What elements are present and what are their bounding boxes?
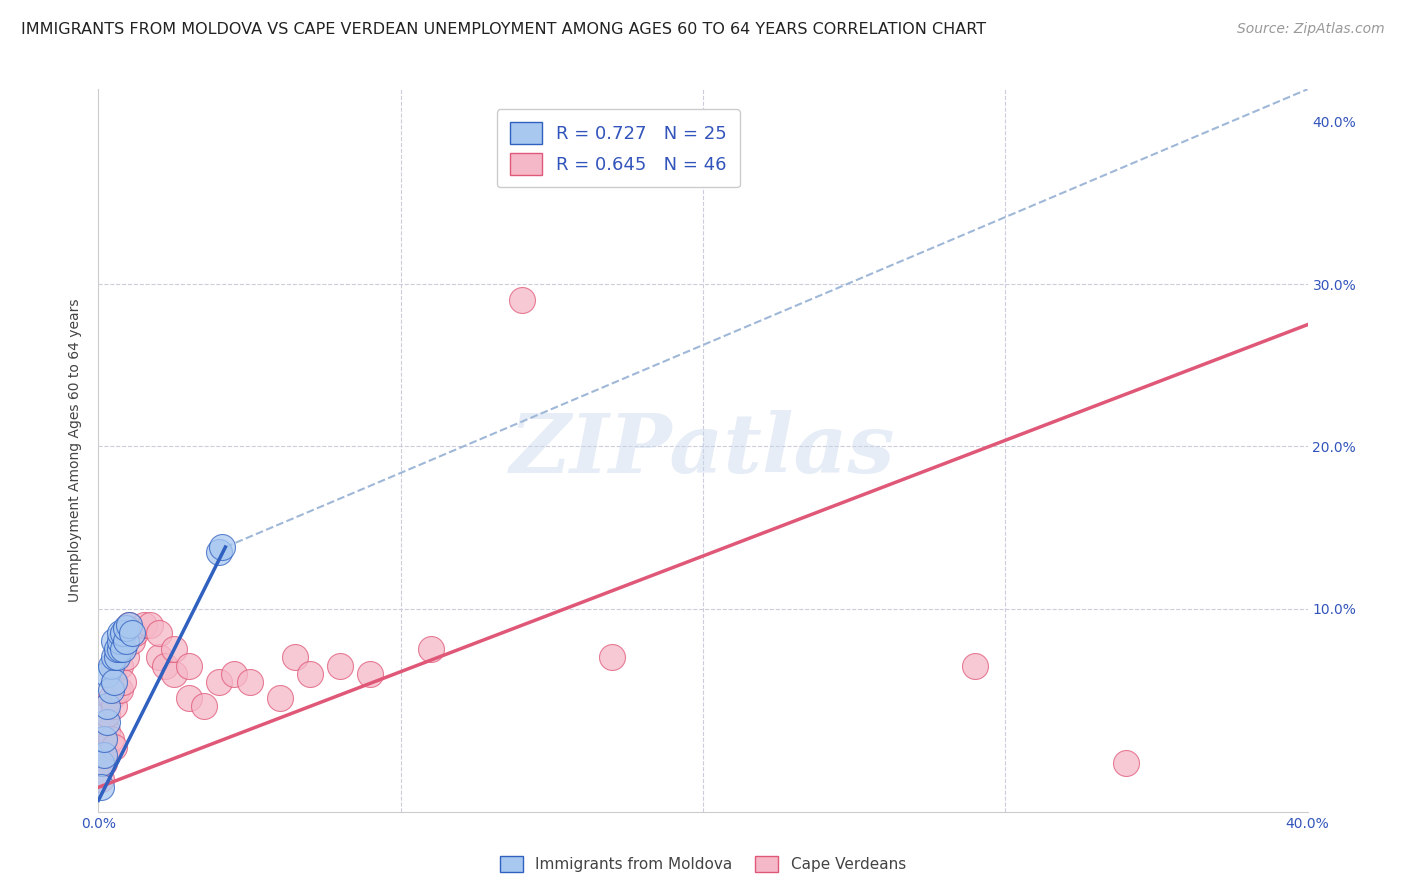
Point [148,626,170,640]
Point [100,658,122,673]
Point [108,642,131,657]
Point [103,650,125,665]
Point [179,691,201,706]
Point [239,674,262,689]
Point [96,699,118,714]
Point [211,540,233,554]
Point [103,634,125,648]
Point [193,699,215,714]
Point [153,658,176,673]
Point [111,642,134,657]
Point [114,650,136,665]
Point [90,756,112,770]
Point [602,650,624,665]
Point [108,626,131,640]
Point [93,739,115,754]
Point [114,634,136,648]
Text: ZIPatlas: ZIPatlas [510,410,896,491]
Point [96,666,118,681]
Point [108,658,131,673]
Point [124,626,146,640]
Point [224,666,246,681]
Point [121,626,143,640]
Point [105,642,128,657]
Point [96,723,118,738]
Point [111,642,134,657]
Point [1115,756,1137,770]
Point [105,650,128,665]
Point [965,658,987,673]
Point [299,666,322,681]
Point [103,739,125,754]
Point [93,731,115,746]
Text: Source: ZipAtlas.com: Source: ZipAtlas.com [1237,22,1385,37]
Text: IMMIGRANTS FROM MOLDOVA VS CAPE VERDEAN UNEMPLOYMENT AMONG AGES 60 TO 64 YEARS C: IMMIGRANTS FROM MOLDOVA VS CAPE VERDEAN … [21,22,986,37]
Point [132,618,155,632]
Point [269,691,291,706]
Point [96,707,118,722]
Legend: Immigrants from Moldova, Cape Verdeans: Immigrants from Moldova, Cape Verdeans [492,848,914,880]
Point [118,618,141,632]
Point [121,634,143,648]
Point [111,674,134,689]
Point [114,626,136,640]
Point [329,658,352,673]
Point [179,658,201,673]
Point [510,293,533,308]
Point [105,682,128,697]
Point [420,642,443,657]
Point [90,772,112,787]
Point [114,621,136,635]
Point [163,642,186,657]
Point [103,674,125,689]
Point [284,650,307,665]
Point [108,682,131,697]
Point [103,674,125,689]
Point [100,691,122,706]
Y-axis label: Unemployment Among Ages 60 to 64 years: Unemployment Among Ages 60 to 64 years [69,299,83,602]
Point [100,682,122,697]
Point [148,650,170,665]
Point [111,626,134,640]
Point [93,747,115,762]
Point [96,747,118,762]
Point [90,780,112,795]
Point [139,618,162,632]
Point [163,666,186,681]
Point [103,658,125,673]
Point [118,618,141,632]
Point [208,545,231,559]
Point [360,666,382,681]
Point [100,731,122,746]
Point [103,699,125,714]
Point [93,756,115,770]
Point [108,634,131,648]
Legend: R = 0.727   N = 25, R = 0.645   N = 46: R = 0.727 N = 25, R = 0.645 N = 46 [496,109,740,187]
Point [96,715,118,730]
Point [105,650,128,665]
Point [208,674,231,689]
